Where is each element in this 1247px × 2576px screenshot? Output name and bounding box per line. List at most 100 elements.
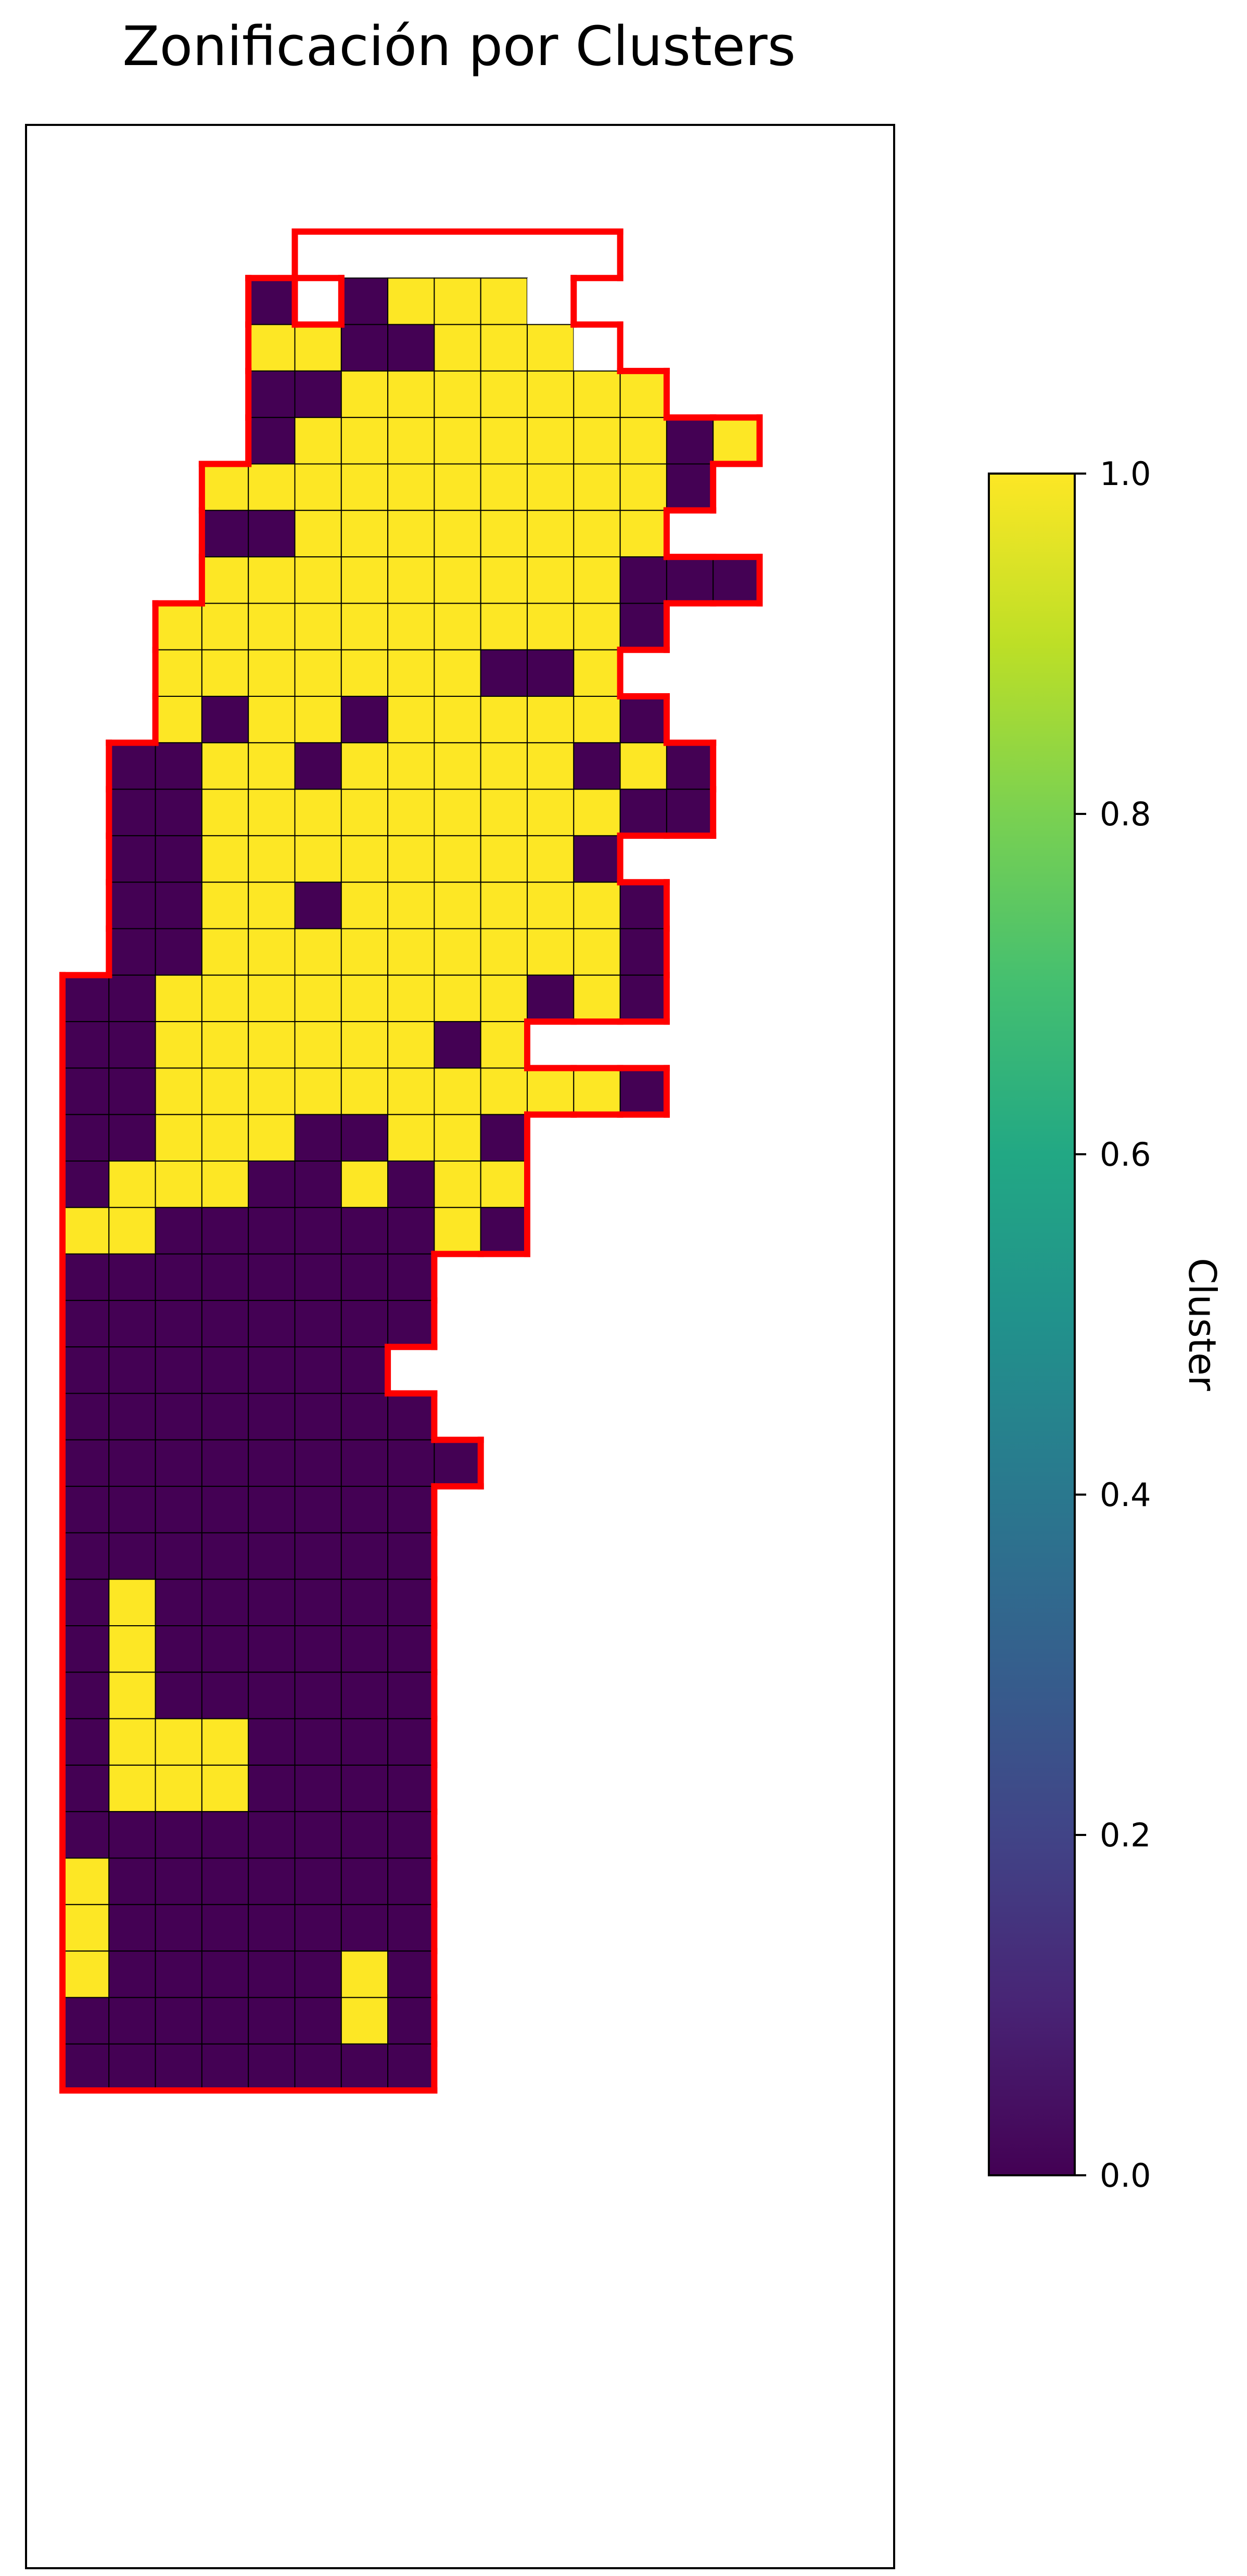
heatmap-cell-cluster-0 <box>340 1393 389 1440</box>
heatmap-cell-cluster-0 <box>155 1578 202 1626</box>
heatmap-cell-cluster-0 <box>62 1764 110 1813</box>
heatmap-cell-cluster-1 <box>480 882 528 929</box>
heatmap-cell-cluster-1 <box>434 1207 481 1255</box>
heatmap-cell-cluster-1 <box>527 835 575 883</box>
heatmap-cell-cluster-0 <box>108 1021 156 1069</box>
heatmap-cell-cluster-0 <box>201 1299 249 1348</box>
heatmap-cell-cluster-0 <box>294 1904 342 1952</box>
chart-title: Zonificación por Clusters <box>122 15 796 78</box>
heatmap-cell-cluster-0 <box>155 2043 202 2091</box>
heatmap-cell-cluster-0 <box>201 1904 249 1952</box>
heatmap-cell-cluster-0 <box>108 742 156 790</box>
heatmap-cell-cluster-1 <box>155 1764 202 1813</box>
heatmap-cell-cluster-0 <box>294 1718 342 1766</box>
heatmap-cell-cluster-0 <box>62 1161 110 1208</box>
heatmap-cell-cluster-1 <box>434 835 481 883</box>
heatmap-cell-cluster-0 <box>294 1625 342 1673</box>
heatmap-cell-cluster-1 <box>480 1021 528 1069</box>
heatmap-cell-cluster-1 <box>434 509 481 558</box>
heatmap-cell-cluster-1 <box>434 463 481 511</box>
heatmap-cell-cluster-1 <box>434 1067 481 1115</box>
heatmap-cell-cluster-1 <box>294 928 342 976</box>
heatmap-cell-cluster-0 <box>248 1532 296 1580</box>
heatmap-cell-cluster-1 <box>108 1672 156 1719</box>
heatmap-cell-cluster-1 <box>527 1067 575 1115</box>
heatmap-cell-cluster-0 <box>108 1532 156 1580</box>
heatmap-cell-cluster-1 <box>527 928 575 976</box>
heatmap-cell-cluster-1 <box>387 1021 435 1069</box>
heatmap-cell-cluster-1 <box>155 1021 202 1069</box>
heatmap-cell-cluster-1 <box>62 1904 110 1952</box>
heatmap-cell-cluster-1 <box>434 1114 481 1162</box>
heatmap-cell-cluster-0 <box>619 1067 667 1115</box>
heatmap-cell-cluster-0 <box>294 1857 342 1905</box>
colorbar-gradient <box>989 474 1075 2175</box>
heatmap-cell-cluster-0 <box>201 1811 249 1859</box>
heatmap-cell-cluster-0 <box>573 742 621 790</box>
heatmap-cell-cluster-1 <box>573 556 621 604</box>
heatmap-cell-cluster-0 <box>619 696 667 744</box>
heatmap-cell-cluster-0 <box>294 1207 342 1255</box>
heatmap-cell-cluster-0 <box>387 1672 435 1719</box>
heatmap-cell-cluster-0 <box>108 1904 156 1952</box>
heatmap-cell-cluster-0 <box>340 1253 389 1301</box>
heatmap-cell-cluster-0 <box>155 1997 202 2045</box>
region-outline <box>59 228 763 2094</box>
heatmap-cell-cluster-1 <box>527 696 575 744</box>
heatmap-cell-cluster-0 <box>340 1207 389 1255</box>
heatmap-cell-cluster-1 <box>340 974 389 1023</box>
heatmap-cell-cluster-0 <box>155 928 202 976</box>
heatmap-cell-empty <box>527 232 574 278</box>
heatmap-cell-cluster-0 <box>248 509 296 558</box>
heatmap-cell-cluster-1 <box>201 788 249 836</box>
heatmap-cell-cluster-1 <box>480 742 528 790</box>
heatmap-cell-cluster-1 <box>387 742 435 790</box>
heatmap-cell-cluster-1 <box>294 1067 342 1115</box>
heatmap-cell-cluster-0 <box>201 1672 249 1719</box>
heatmap-cell-cluster-1 <box>248 1021 296 1069</box>
heatmap-cell-cluster-0 <box>248 1253 296 1301</box>
heatmap-cell-cluster-0 <box>108 2043 156 2091</box>
heatmap-cell-cluster-1 <box>387 277 435 325</box>
heatmap-cell-cluster-0 <box>62 1114 110 1162</box>
heatmap-cell-cluster-0 <box>248 1346 296 1394</box>
heatmap-cell-cluster-1 <box>387 882 435 929</box>
heatmap-cell-cluster-0 <box>108 1950 156 1998</box>
heatmap-cell-cluster-0 <box>108 1253 156 1301</box>
heatmap-cell-cluster-1 <box>340 742 389 790</box>
heatmap-cell-cluster-1 <box>201 463 249 511</box>
heatmap-cell-cluster-0 <box>387 1811 435 1859</box>
heatmap-cell-cluster-1 <box>248 742 296 790</box>
colorbar-frame <box>988 473 1076 2176</box>
heatmap-cell-cluster-1 <box>155 696 202 744</box>
heatmap-cell-cluster-0 <box>619 974 667 1023</box>
heatmap-cell-cluster-0 <box>340 1811 389 1859</box>
heatmap-cell-cluster-1 <box>480 1161 528 1208</box>
heatmap-cell-cluster-0 <box>248 1811 296 1859</box>
heatmap-cell-cluster-0 <box>294 1532 342 1580</box>
heatmap-cell-cluster-1 <box>619 742 667 790</box>
colorbar-tick-label: 1.0 <box>1100 455 1151 493</box>
heatmap-cell-cluster-0 <box>294 742 342 790</box>
heatmap-cell-cluster-0 <box>294 1299 342 1348</box>
heatmap-cell-cluster-0 <box>62 1067 110 1115</box>
heatmap-cell-empty <box>295 232 341 278</box>
heatmap-cell-cluster-0 <box>248 1997 296 2045</box>
heatmap-cell-cluster-1 <box>108 1161 156 1208</box>
heatmap-cell-cluster-1 <box>480 324 528 372</box>
heatmap-cell-cluster-0 <box>201 1578 249 1626</box>
heatmap-cell-cluster-1 <box>201 882 249 929</box>
heatmap-cell-cluster-0 <box>201 1253 249 1301</box>
heatmap-cell-cluster-0 <box>340 1486 389 1534</box>
heatmap-cell-cluster-1 <box>480 277 528 325</box>
heatmap-cell-empty <box>574 232 620 278</box>
heatmap-cell-cluster-1 <box>248 696 296 744</box>
heatmap-cell-cluster-1 <box>201 1067 249 1115</box>
heatmap-cell-cluster-1 <box>434 649 481 697</box>
heatmap-cell-cluster-0 <box>62 1346 110 1394</box>
heatmap-cell-empty <box>574 324 620 371</box>
heatmap-cell-cluster-1 <box>201 742 249 790</box>
heatmap-cell-cluster-0 <box>573 835 621 883</box>
heatmap-cell-cluster-0 <box>248 417 296 465</box>
heatmap-cell-cluster-0 <box>155 835 202 883</box>
